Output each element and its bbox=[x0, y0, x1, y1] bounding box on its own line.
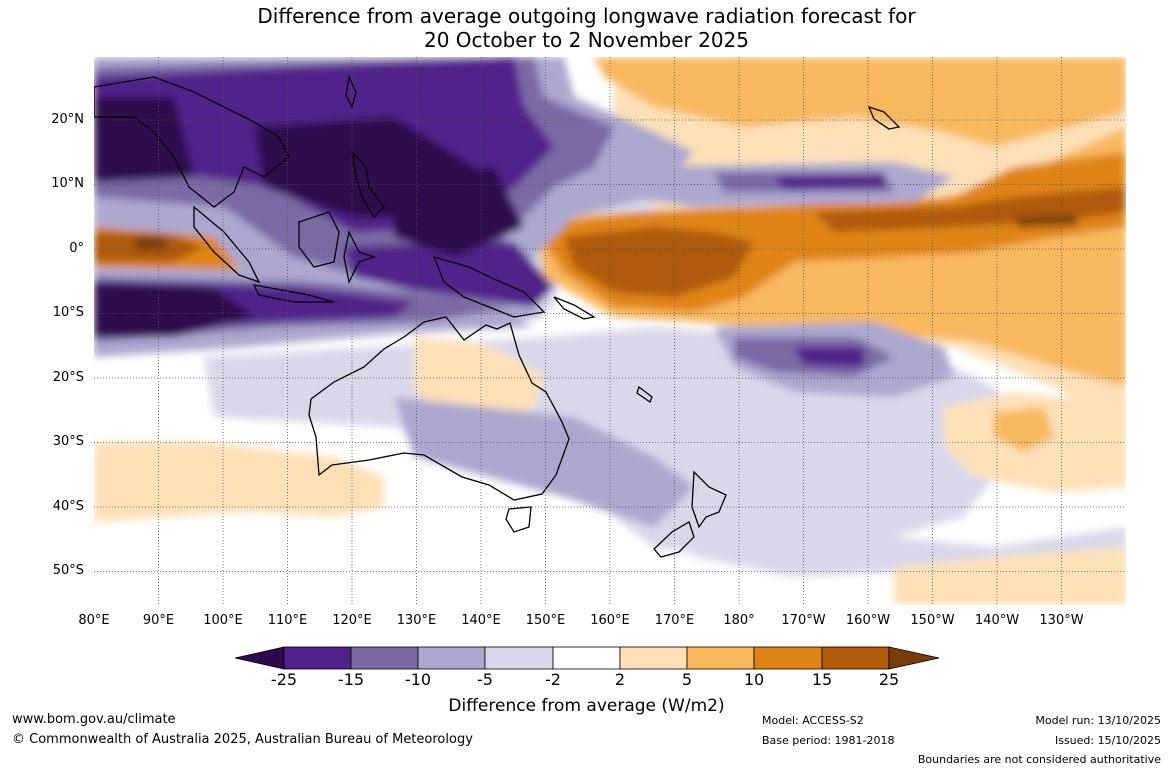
colorbar-title: Difference from average (W/m2) bbox=[448, 696, 725, 716]
java-outline bbox=[252, 284, 335, 303]
sulawesi-outline bbox=[343, 230, 377, 284]
new-caledonia-outline bbox=[636, 385, 653, 403]
lon-label-160w: 160°W bbox=[845, 613, 891, 628]
model-run-date: Model run: 13/10/2025 bbox=[1035, 714, 1161, 727]
lon-label-170e: 170°E bbox=[654, 613, 695, 628]
lon-label-130e: 130°E bbox=[396, 613, 437, 628]
lon-label-90e: 90°E bbox=[142, 613, 175, 628]
colorbar-swatch-below-25 bbox=[234, 646, 285, 670]
new-zealand-north-outline bbox=[691, 470, 727, 529]
colorbar-tick: 2 bbox=[614, 670, 626, 689]
colorbar-tick: 10 bbox=[743, 670, 765, 689]
lat-label-20s: 20°S bbox=[52, 370, 84, 385]
colorbar-tick: 15 bbox=[811, 670, 833, 689]
colorbar-swatch-2-5 bbox=[619, 646, 688, 670]
colorbar-swatch-15-10 bbox=[350, 646, 419, 670]
colorbar-swatch-15-25 bbox=[821, 646, 890, 670]
graticule bbox=[94, 57, 1126, 605]
colorbar-tick: -25 bbox=[270, 670, 298, 689]
colorbar-tick: 5 bbox=[681, 670, 693, 689]
solomon-islands-outline bbox=[553, 296, 596, 320]
lon-label-80e: 80°E bbox=[78, 613, 110, 628]
anomaly-field bbox=[94, 57, 1126, 605]
colorbar-swatch-5-10 bbox=[686, 646, 755, 670]
colorbar-swatch-25-15 bbox=[283, 646, 352, 670]
website-link[interactable]: www.bom.gov.au/climate bbox=[12, 712, 176, 727]
philippines-outline bbox=[351, 149, 385, 219]
lon-label-170w: 170°W bbox=[781, 613, 826, 628]
map-title-line-2: 20 October to 2 November 2025 bbox=[423, 28, 750, 52]
lon-label-130w: 130°W bbox=[1039, 613, 1084, 628]
lon-label-150w: 150°W bbox=[910, 613, 955, 628]
anomaly-map bbox=[94, 57, 1126, 605]
colorbar-swatch-5-2 bbox=[484, 646, 554, 670]
lat-label-50s: 50°S bbox=[52, 563, 84, 578]
colorbar-swatch-10-5 bbox=[417, 646, 486, 670]
new-zealand-south-outline bbox=[653, 521, 695, 558]
colorbar-tick: -5 bbox=[477, 670, 493, 689]
copyright-text: © Commonwealth of Australia 2025, Austra… bbox=[12, 732, 473, 747]
colorbar-tick: -10 bbox=[404, 670, 432, 689]
colorbar-tick: -2 bbox=[545, 670, 561, 689]
lat-label-20n: 20°N bbox=[51, 112, 84, 127]
lon-label-110e: 110°E bbox=[267, 613, 308, 628]
lat-label-30s: 30°S bbox=[52, 434, 84, 449]
taiwan-outline bbox=[345, 74, 357, 109]
colorbar-tick: -15 bbox=[337, 670, 365, 689]
mainland-asia-outline bbox=[94, 76, 290, 208]
lon-label-160e: 160°E bbox=[590, 613, 630, 628]
lon-label-150e: 150°E bbox=[525, 613, 566, 628]
model-name: Model: ACCESS-S2 bbox=[762, 714, 864, 727]
borneo-outline bbox=[298, 211, 340, 268]
lat-label-0: 0° bbox=[69, 241, 84, 256]
lat-label-10s: 10°S bbox=[52, 305, 84, 320]
colorbar bbox=[234, 646, 940, 670]
colorbar-tick: 25 bbox=[878, 670, 900, 689]
lat-label-10n: 10°N bbox=[51, 176, 84, 191]
sumatra-outline bbox=[193, 205, 261, 284]
boundary-disclaimer: Boundaries are not considered authoritat… bbox=[917, 753, 1161, 766]
colorbar-swatch-above-25 bbox=[888, 646, 940, 670]
tasmania-outline bbox=[505, 506, 532, 533]
lon-label-120e: 120°E bbox=[332, 613, 372, 628]
base-period: Base period: 1981-2018 bbox=[762, 734, 895, 747]
issued-date: Issued: 15/10/2025 bbox=[1054, 734, 1161, 747]
lon-label-140w: 140°W bbox=[974, 613, 1020, 628]
new-guinea-outline bbox=[432, 256, 546, 318]
colorbar-swatch-10-15 bbox=[753, 646, 823, 670]
lon-label-100e: 100°E bbox=[203, 613, 243, 628]
lon-label-140e: 140°E bbox=[461, 613, 501, 628]
colorbar-swatch-2-2 bbox=[552, 646, 621, 670]
coastlines bbox=[94, 74, 901, 558]
lon-label-180: 180° bbox=[723, 613, 755, 628]
hawaii-outline bbox=[867, 105, 901, 130]
lat-label-40s: 40°S bbox=[52, 499, 84, 514]
australia-outline bbox=[308, 316, 570, 501]
map-title-line-1: Difference from average outgoing longwav… bbox=[257, 4, 916, 28]
